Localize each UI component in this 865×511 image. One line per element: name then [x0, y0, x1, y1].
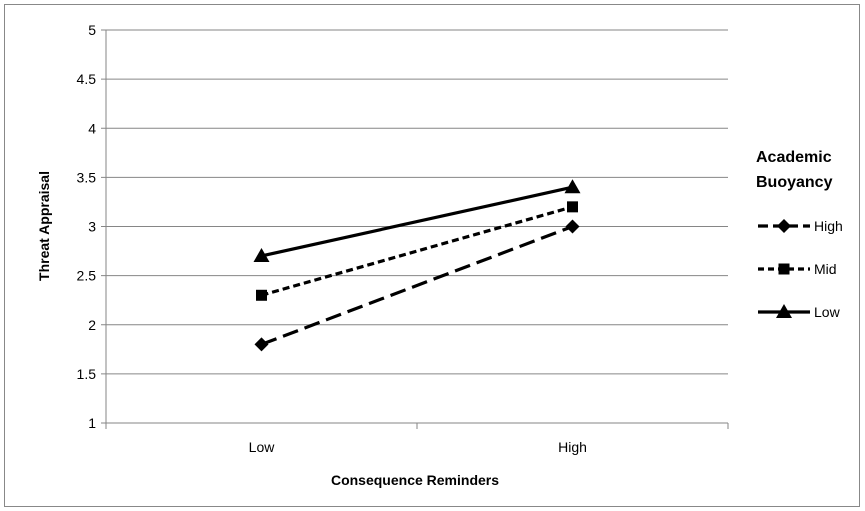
y-tick-label: 3.5 [77, 169, 97, 185]
legend-marker [778, 263, 790, 275]
y-tick-labels: 1 1.5 2 2.5 3 3.5 4 4.5 5 [77, 22, 97, 431]
legend-label: Low [814, 304, 841, 320]
legend-marker [776, 304, 792, 318]
y-tick-label: 3 [88, 219, 96, 235]
x-tick-label: Low [249, 439, 276, 455]
legend-label: High [814, 218, 843, 234]
y-tick-label: 4.5 [77, 71, 97, 87]
legend-item-mid: Mid [758, 261, 837, 277]
y-tick-label: 4 [88, 120, 96, 136]
legend-title-line2: Buoyancy [756, 174, 833, 191]
series-high [254, 219, 580, 352]
x-tick-label: High [558, 439, 587, 455]
data-point-marker [254, 337, 269, 352]
series-line [261, 185, 573, 258]
legend: Academic Buoyancy High Mid Low [756, 149, 843, 320]
x-axis-title: Consequence Reminders [331, 472, 499, 488]
y-tick-label: 2 [88, 317, 96, 333]
y-tick-label: 1.5 [77, 366, 97, 382]
y-tick-label: 5 [88, 22, 96, 38]
x-tick-labels: Low High [249, 439, 587, 455]
axes [101, 29, 729, 429]
data-point-marker [567, 201, 578, 213]
legend-item-high: High [758, 218, 843, 234]
gridlines [106, 29, 728, 375]
y-tick-label: 1 [88, 415, 96, 431]
series-line [261, 205, 573, 297]
series-line [260, 225, 574, 346]
legend-marker [777, 219, 791, 233]
legend-label: Mid [814, 261, 837, 277]
legend-item-low: Low [758, 304, 841, 320]
series-group [253, 179, 581, 352]
legend-title-line1: Academic [756, 149, 832, 166]
y-tick-label: 2.5 [77, 268, 97, 284]
data-point-marker [564, 179, 581, 194]
data-point-marker [253, 247, 270, 262]
series-mid [256, 201, 578, 301]
legend-items: High Mid Low [758, 218, 843, 320]
data-point-marker [565, 219, 580, 234]
y-axis-title: Threat Appraisal [36, 171, 52, 281]
data-point-marker [256, 289, 267, 301]
series-low [253, 179, 581, 262]
